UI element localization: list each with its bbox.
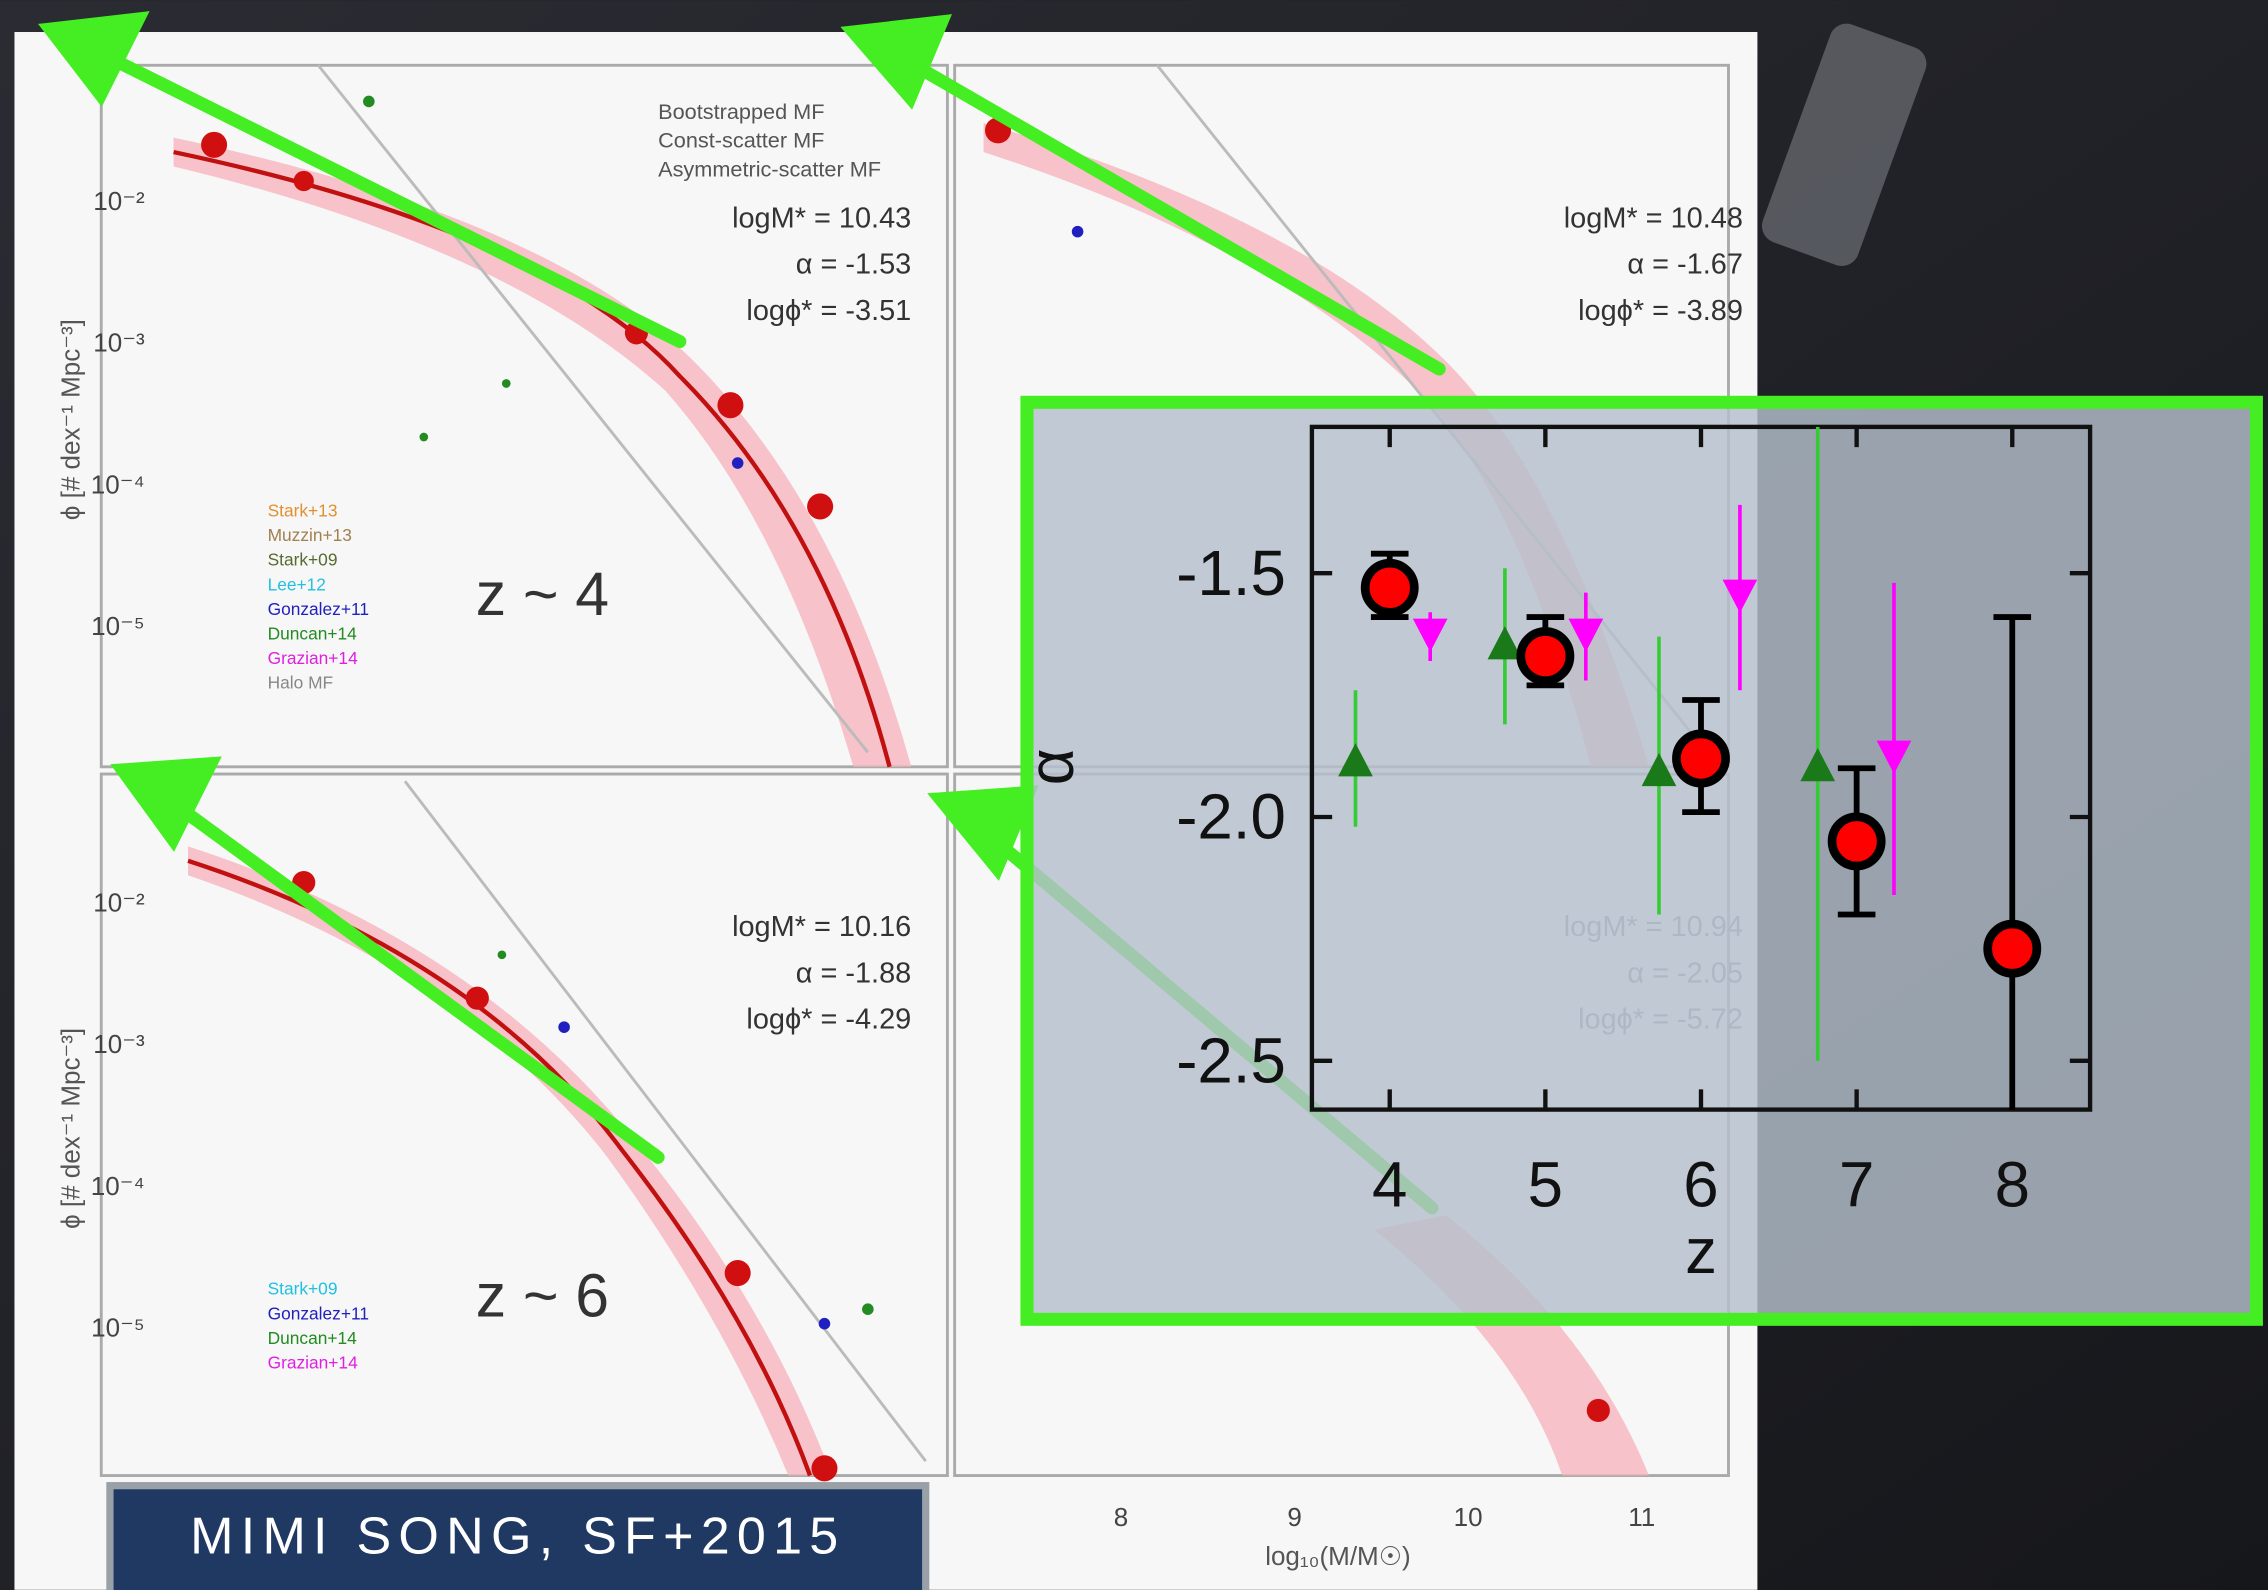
legend-entry: Bootstrapped MF <box>658 99 824 124</box>
fit-parameter: logM* = 10.16 <box>732 911 911 943</box>
reference-entry: Duncan+14 <box>268 624 358 644</box>
x-tick-label: 10 <box>1454 1502 1483 1532</box>
data-point <box>1412 618 1448 652</box>
y-tick-label: -1.5 <box>1176 538 1286 609</box>
reference-entry: Gonzalez+11 <box>268 1303 369 1323</box>
x-axis-label: log₁₀(M/M☉) <box>1265 1541 1411 1571</box>
fit-parameter: logM* = 10.43 <box>732 202 911 234</box>
telescope-image <box>1761 23 1927 266</box>
panel-label: z ~ 4 <box>476 560 609 628</box>
reference-entry: Stark+09 <box>268 1279 338 1299</box>
x-tick-label: 6 <box>1683 1150 1718 1221</box>
y-tick-label: 10⁻⁵ <box>91 611 144 641</box>
data-point <box>1800 747 1836 782</box>
x-tick-label: 11 <box>1628 1502 1655 1532</box>
caption: MIMI SONG, SF+2015 <box>190 1508 845 1566</box>
x-axis-title: z <box>1685 1216 1717 1287</box>
y-tick-label: 10⁻² <box>93 186 145 216</box>
annotation-arrows <box>37 11 1446 1215</box>
y-tick-label: 10⁻³ <box>93 1029 145 1059</box>
y-tick-label: 10⁻³ <box>93 328 145 358</box>
y-tick-label: -2.5 <box>1176 1026 1286 1097</box>
data-point <box>1568 618 1604 652</box>
legend-entry: Const-scatter MF <box>658 128 824 153</box>
data-point <box>1487 626 1523 660</box>
data-point <box>1983 919 2042 978</box>
inset-chart: -1.5 -2.0 -2.5 4 5 6 7 8 <box>1176 426 2091 1221</box>
fit-parameter: α = -1.88 <box>796 957 912 989</box>
data-point <box>1360 558 1419 617</box>
reference-entry: Halo MF <box>268 673 334 693</box>
legend-entry: Asymmetric-scatter MF <box>658 157 881 182</box>
x-tick-label: 7 <box>1839 1150 1874 1221</box>
fit-parameter: logϕ* = -3.51 <box>746 295 911 327</box>
data-point <box>1641 752 1677 787</box>
reference-entry: Stark+09 <box>268 550 338 570</box>
x-tick-label: 5 <box>1528 1150 1563 1221</box>
mf-legend: Bootstrapped MF Const-scatter MF Asymmet… <box>658 99 881 182</box>
reference-entry: Grazian+14 <box>268 648 359 668</box>
y-tick-label: 10⁻⁵ <box>91 1313 144 1343</box>
caption-box <box>106 1482 930 1590</box>
panel-label: z ~ 6 <box>476 1261 609 1329</box>
fit-parameter: α = -1.67 <box>1627 249 1743 281</box>
reference-entry: Duncan+14 <box>268 1328 358 1348</box>
reference-entry: Muzzin+13 <box>268 525 352 545</box>
y-tick-label: -2.0 <box>1176 782 1286 853</box>
data-point <box>1827 812 1886 871</box>
fit-parameter: logϕ* = -4.29 <box>746 1004 911 1036</box>
reference-entry: Grazian+14 <box>268 1353 359 1373</box>
fit-parameter: α = -1.53 <box>796 249 912 281</box>
x-tick-label: 8 <box>1995 1150 2030 1221</box>
y-tick-label: 10⁻² <box>93 887 145 917</box>
y-tick-label: 10⁻⁴ <box>91 1171 145 1201</box>
reference-entry: Lee+12 <box>268 574 326 594</box>
fit-parameter: logϕ* = -3.89 <box>1578 295 1743 327</box>
y-axis-label: ϕ [# dex⁻¹ Mpc⁻³] <box>56 319 86 520</box>
inset-panel <box>1020 395 2263 1326</box>
fit-parameter: logM* = 10.48 <box>1564 202 1743 234</box>
y-tick-label: 10⁻⁴ <box>91 469 145 499</box>
x-tick-label: 9 <box>1287 1502 1301 1532</box>
reference-entry: Stark+13 <box>268 501 338 521</box>
y-axis-label: ϕ [# dex⁻¹ Mpc⁻³] <box>56 1028 86 1229</box>
reference-entry: Gonzalez+11 <box>268 599 369 619</box>
data-point <box>1722 579 1758 613</box>
data-point <box>1338 743 1373 777</box>
data-point <box>1876 740 1912 774</box>
data-point <box>1672 729 1730 788</box>
x-tick-label: 4 <box>1372 1150 1407 1221</box>
data-point <box>1516 627 1575 686</box>
x-tick-label: 8 <box>1114 1502 1128 1532</box>
y-axis-title: α <box>1016 748 1087 785</box>
